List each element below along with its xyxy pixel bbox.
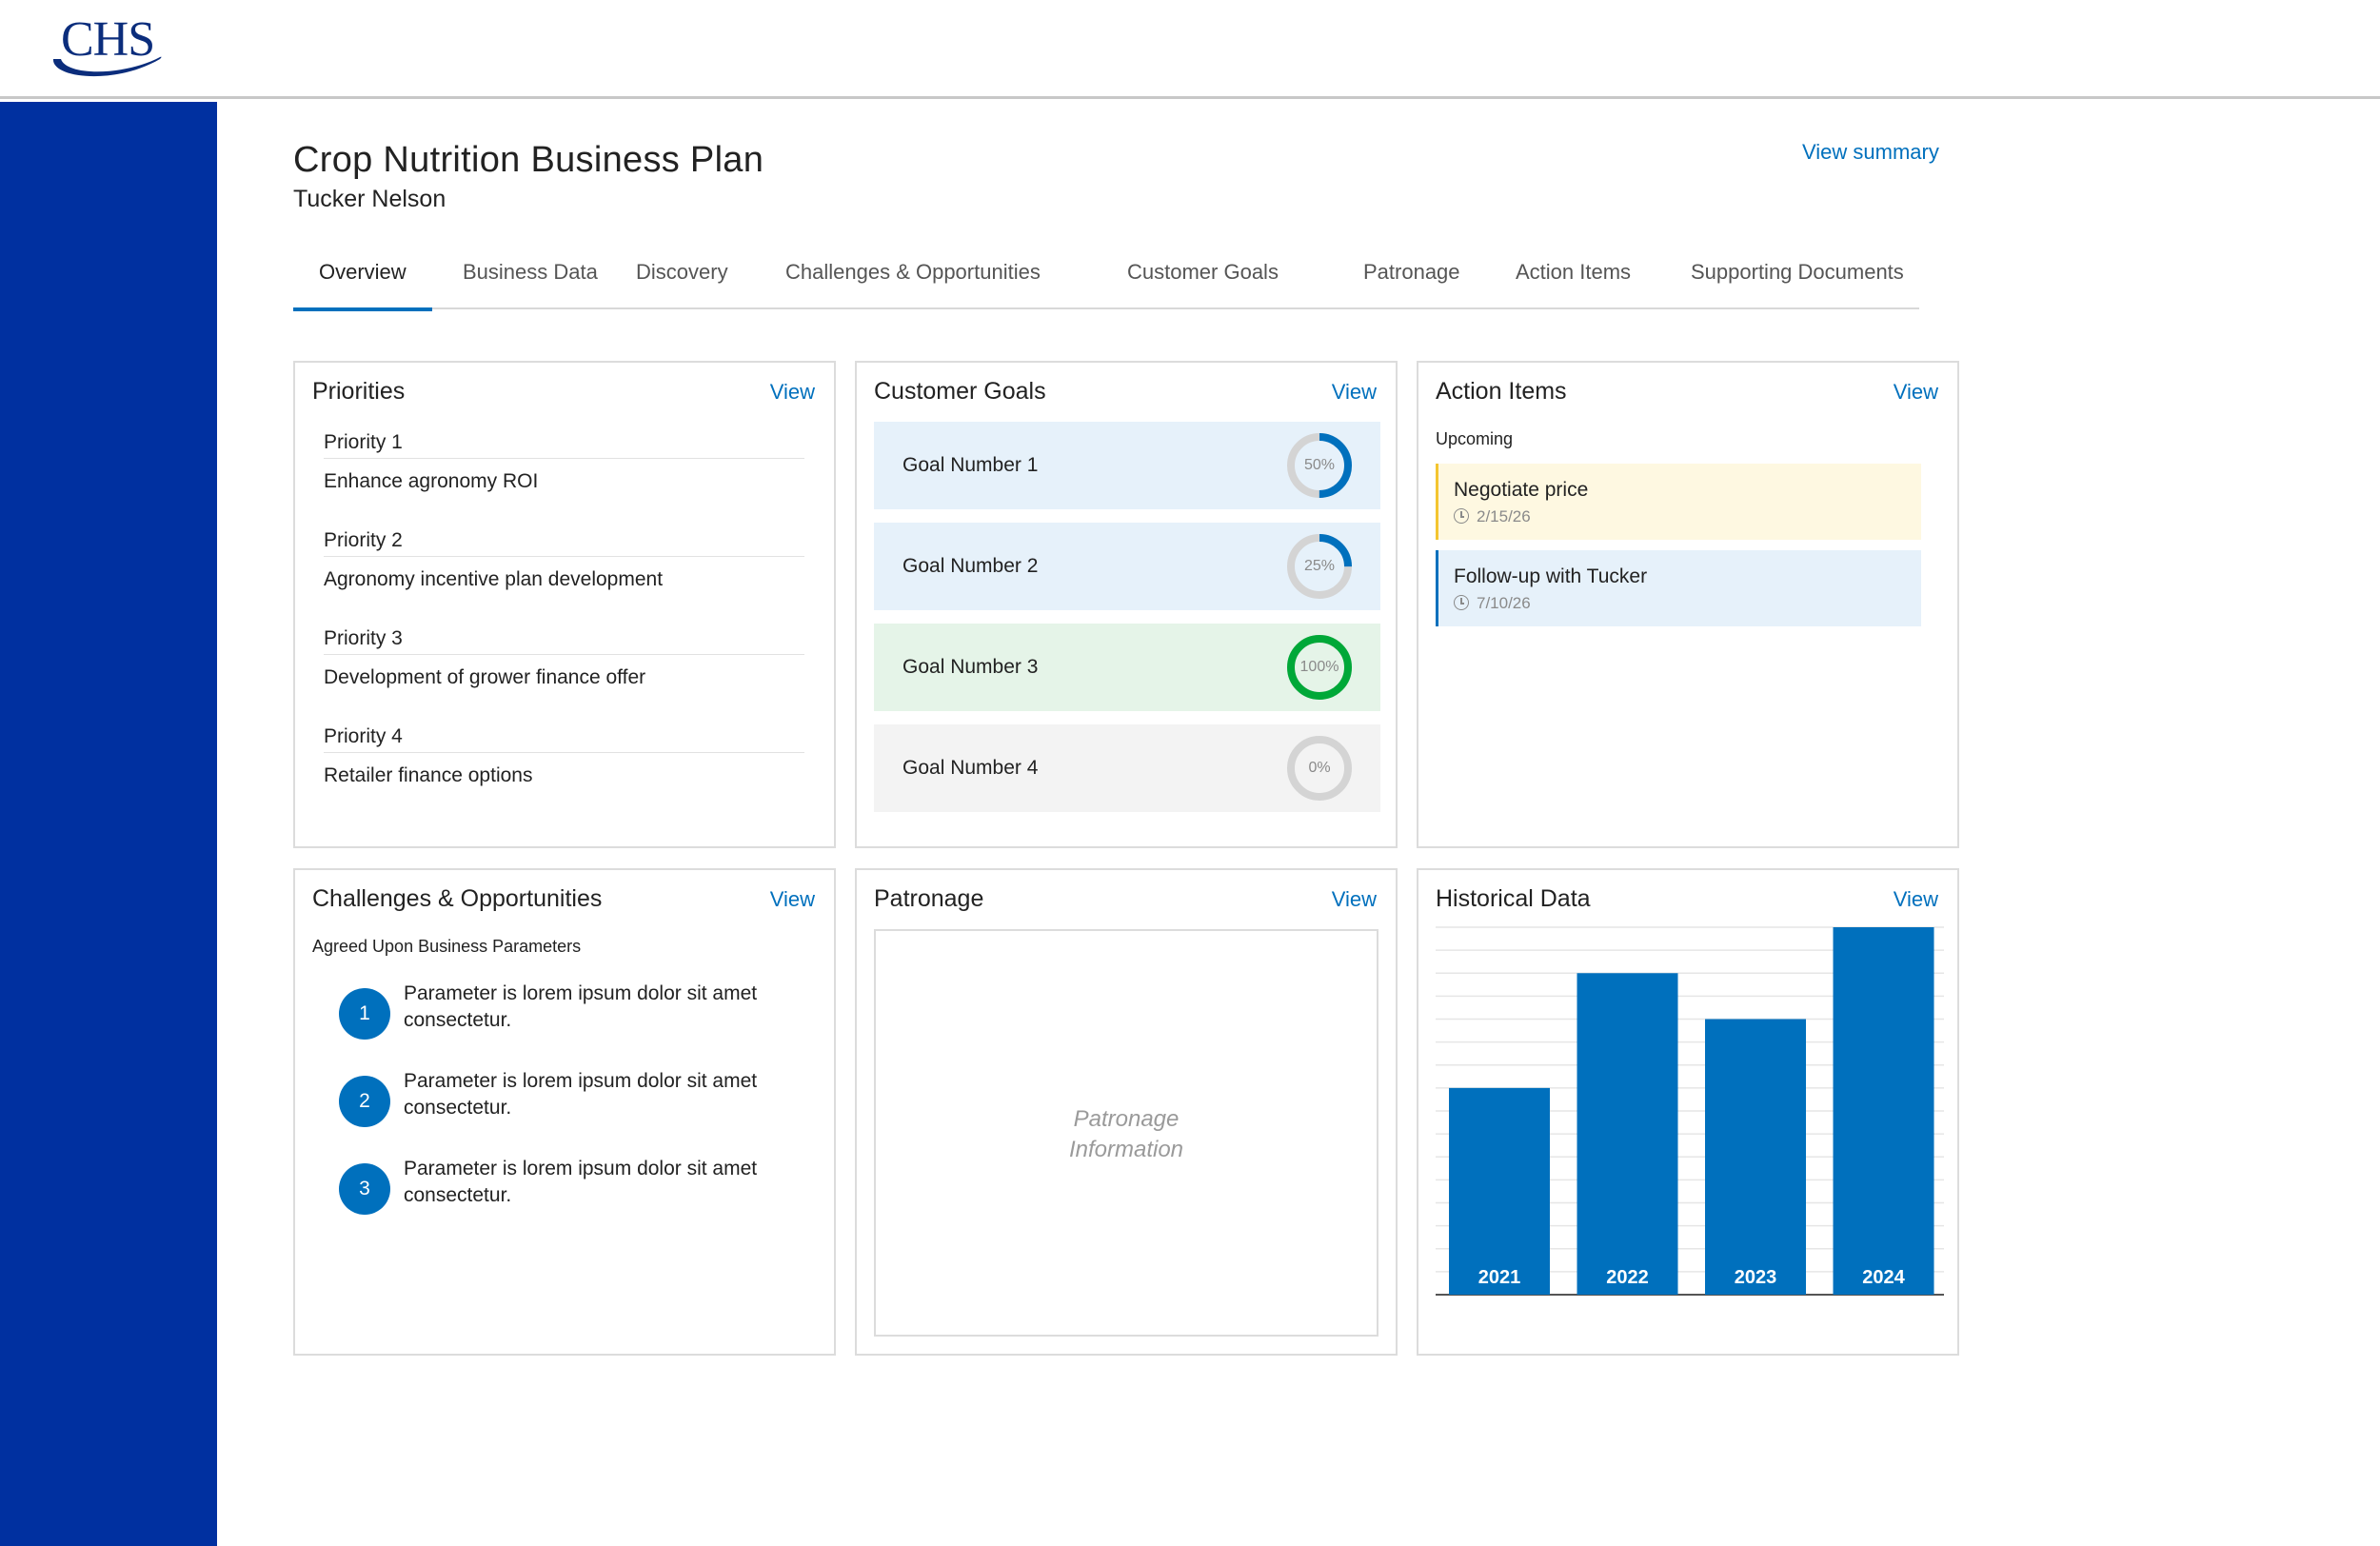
chs-logo[interactable]: CHS bbox=[48, 10, 171, 86]
action-item[interactable]: Negotiate price 2/15/26 bbox=[1436, 464, 1921, 540]
chart-bar bbox=[1449, 1087, 1550, 1295]
patronage-card: Patronage View Patronage Information bbox=[855, 868, 1398, 1356]
progress-ring bbox=[1287, 635, 1352, 700]
historical-data-card: Historical Data View 2021 2022 2023 2024 bbox=[1417, 868, 1959, 1356]
priority-label: Priority 3 bbox=[324, 627, 804, 655]
tab-patronage[interactable]: Patronage bbox=[1363, 260, 1460, 284]
historical-bar-chart: 2021 2022 2023 2024 bbox=[1436, 926, 1944, 1296]
tab-challenges-opportunities[interactable]: Challenges & Opportunities bbox=[785, 260, 1041, 284]
action-item[interactable]: Follow-up with Tucker 7/10/26 bbox=[1436, 550, 1921, 626]
action-item-date-text: 2/15/26 bbox=[1477, 507, 1531, 525]
priority-value: Agronomy incentive plan development bbox=[324, 568, 664, 590]
historical-data-view-link[interactable]: View bbox=[1893, 887, 1938, 911]
tab-customer-goals[interactable]: Customer Goals bbox=[1127, 260, 1279, 284]
parameter-text: Parameter is lorem ipsum dolor sit amet … bbox=[404, 982, 758, 1031]
main-content: Crop Nutrition Business Plan Tucker Nels… bbox=[217, 102, 2380, 1546]
priorities-card: Priorities View Priority 1 Enhance agron… bbox=[293, 361, 836, 848]
priority-label: Priority 1 bbox=[324, 431, 804, 459]
priority-value: Retailer finance options bbox=[324, 764, 533, 786]
priority-value: Enhance agronomy ROI bbox=[324, 470, 539, 492]
clock-icon bbox=[1454, 508, 1469, 524]
action-item-date: 2/15/26 bbox=[1454, 507, 1531, 526]
goal-row[interactable]: Goal Number 1 50% bbox=[874, 422, 1380, 509]
goal-row[interactable]: Goal Number 4 0% bbox=[874, 724, 1380, 812]
top-bar: CHS bbox=[0, 0, 2380, 99]
action-items-card: Action Items View Upcoming Negotiate pri… bbox=[1417, 361, 1959, 848]
tab-action-items[interactable]: Action Items bbox=[1516, 260, 1632, 284]
action-item-title: Follow-up with Tucker bbox=[1454, 565, 1648, 587]
logo-swoosh-icon bbox=[52, 56, 162, 77]
sidebar bbox=[0, 102, 217, 1546]
action-item-title: Negotiate price bbox=[1454, 479, 1589, 501]
parameters-subhead: Agreed Upon Business Parameters bbox=[312, 937, 582, 956]
progress-ring-track bbox=[1287, 736, 1352, 801]
progress-ring-fill bbox=[1287, 635, 1352, 700]
goal-percent: 0% bbox=[1308, 760, 1331, 776]
priorities-title: Priorities bbox=[312, 378, 406, 405]
chart-bar-label: 2022 bbox=[1606, 1267, 1649, 1288]
page-subtitle: Tucker Nelson bbox=[293, 186, 446, 212]
customer-goals-view-link[interactable]: View bbox=[1331, 380, 1377, 404]
goal-label: Goal Number 2 bbox=[902, 555, 1039, 577]
goal-percent: 25% bbox=[1303, 558, 1336, 574]
chart-bar-label: 2021 bbox=[1478, 1267, 1521, 1288]
goal-label: Goal Number 3 bbox=[902, 656, 1039, 678]
chart-bar-label: 2023 bbox=[1735, 1267, 1777, 1288]
chart-bar bbox=[1577, 973, 1678, 1295]
priority-item: Priority 3 Development of grower finance… bbox=[324, 627, 804, 689]
parameter-number-badge: 2 bbox=[339, 1076, 390, 1127]
customer-goals-card: Customer Goals View Goal Number 1 50% Go… bbox=[855, 361, 1398, 848]
goal-row[interactable]: Goal Number 3 100% bbox=[874, 624, 1380, 711]
progress-ring-fill bbox=[1287, 433, 1352, 498]
progress-ring bbox=[1287, 433, 1352, 498]
parameter-number-badge: 3 bbox=[339, 1163, 390, 1215]
goal-percent: 50% bbox=[1303, 457, 1336, 473]
tab-overview[interactable]: Overview bbox=[293, 235, 432, 311]
patronage-placeholder: Patronage Information bbox=[874, 929, 1378, 1337]
action-items-title: Action Items bbox=[1436, 378, 1567, 405]
parameter-text: Parameter is lorem ipsum dolor sit amet … bbox=[404, 1158, 758, 1206]
challenges-view-link[interactable]: View bbox=[769, 887, 815, 911]
priority-item: Priority 4 Retailer finance options bbox=[324, 725, 804, 787]
action-item-date-text: 7/10/26 bbox=[1477, 594, 1531, 612]
priority-value: Development of grower finance offer bbox=[324, 666, 646, 688]
logo-text: CHS bbox=[61, 12, 155, 67]
tab-discovery[interactable]: Discovery bbox=[636, 260, 728, 284]
challenges-title: Challenges & Opportunities bbox=[312, 885, 603, 912]
parameter-number-badge: 1 bbox=[339, 988, 390, 1040]
priority-label: Priority 2 bbox=[324, 529, 804, 557]
tab-business-data[interactable]: Business Data bbox=[463, 260, 598, 284]
progress-ring-fill bbox=[1287, 534, 1352, 599]
chart-bar-label: 2024 bbox=[1862, 1267, 1905, 1288]
tab-bar: Overview Business Data Discovery Challen… bbox=[293, 235, 1919, 311]
goal-label: Goal Number 1 bbox=[902, 454, 1039, 476]
priorities-view-link[interactable]: View bbox=[769, 380, 815, 404]
progress-ring bbox=[1287, 736, 1352, 801]
chart-bar bbox=[1705, 1019, 1806, 1295]
page-title: Crop Nutrition Business Plan bbox=[293, 140, 764, 180]
goal-percent: 100% bbox=[1299, 659, 1339, 675]
action-items-view-link[interactable]: View bbox=[1893, 380, 1938, 404]
goal-row[interactable]: Goal Number 2 25% bbox=[874, 523, 1380, 610]
patronage-view-link[interactable]: View bbox=[1331, 887, 1377, 911]
parameter-text: Parameter is lorem ipsum dolor sit amet … bbox=[404, 1070, 758, 1119]
priority-label: Priority 4 bbox=[324, 725, 804, 753]
clock-icon bbox=[1454, 595, 1469, 610]
customer-goals-title: Customer Goals bbox=[874, 378, 1046, 405]
patronage-placeholder-text: Patronage Information bbox=[876, 1104, 1377, 1165]
upcoming-label: Upcoming bbox=[1436, 429, 1514, 448]
view-summary-link[interactable]: View summary bbox=[1802, 140, 1939, 164]
priority-item: Priority 1 Enhance agronomy ROI bbox=[324, 431, 804, 493]
patronage-placeholder-line1: Patronage bbox=[1073, 1106, 1180, 1132]
priority-item: Priority 2 Agronomy incentive plan devel… bbox=[324, 529, 804, 591]
challenges-card: Challenges & Opportunities View Agreed U… bbox=[293, 868, 836, 1356]
goal-label: Goal Number 4 bbox=[902, 757, 1039, 779]
action-item-date: 7/10/26 bbox=[1454, 594, 1531, 613]
patronage-placeholder-line2: Information bbox=[1068, 1137, 1184, 1162]
chart-bar bbox=[1833, 927, 1934, 1295]
patronage-title: Patronage bbox=[874, 885, 984, 912]
tab-supporting-documents[interactable]: Supporting Documents bbox=[1691, 260, 1904, 284]
historical-data-title: Historical Data bbox=[1436, 885, 1591, 912]
progress-ring bbox=[1287, 534, 1352, 599]
